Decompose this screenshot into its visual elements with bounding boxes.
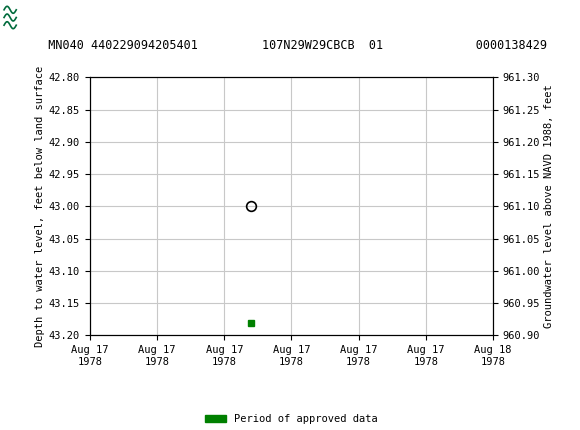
Text: MN040 440229094205401         107N29W29CBCB  01             0000138429: MN040 440229094205401 107N29W29CBCB 01 0… (34, 39, 546, 52)
Y-axis label: Depth to water level, feet below land surface: Depth to water level, feet below land su… (35, 66, 45, 347)
Legend: Period of approved data: Period of approved data (201, 410, 382, 428)
Bar (3, 2, 38, 33)
Text: USGS: USGS (44, 9, 87, 27)
Y-axis label: Groundwater level above NAVD 1988, feet: Groundwater level above NAVD 1988, feet (545, 85, 554, 328)
